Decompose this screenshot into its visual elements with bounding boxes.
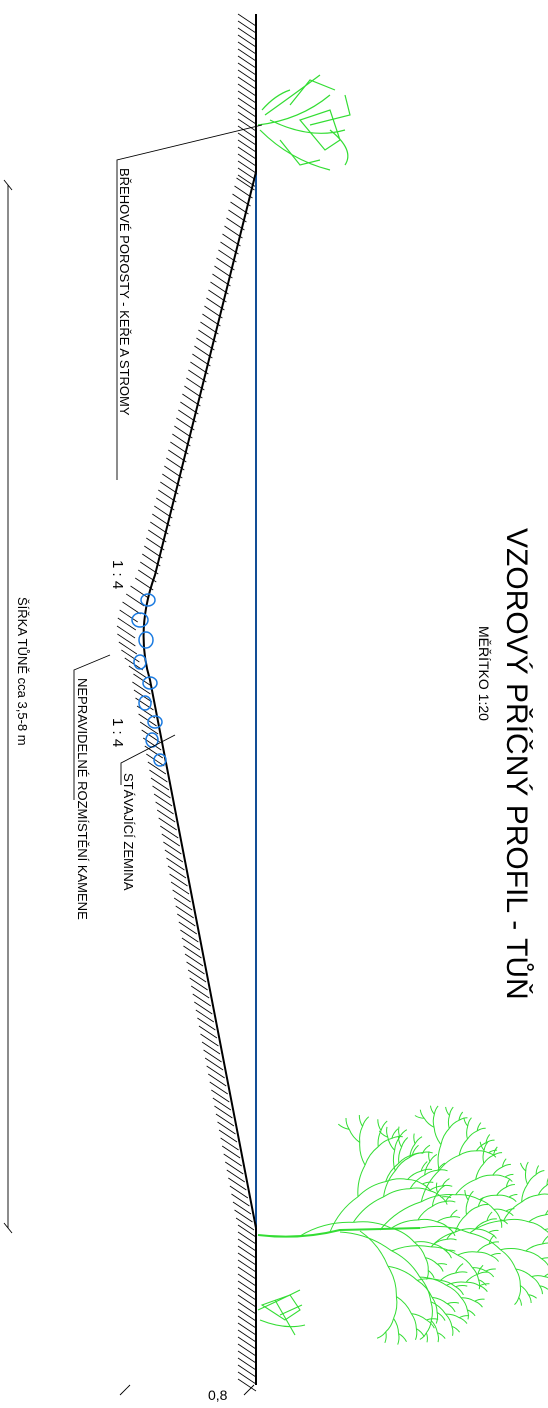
shrub-bottom <box>257 1289 306 1336</box>
stone <box>147 715 163 729</box>
shrub-top <box>257 74 351 171</box>
stone <box>138 631 154 649</box>
leader-lines <box>73 124 263 800</box>
vegetation-label: BŘEHOVÉ POROSTY - KEŘE A STROMY <box>117 168 132 416</box>
leader-stones <box>73 654 111 800</box>
ground-hatch <box>237 13 257 1392</box>
soil-label: STÁVAJÍCÍ ZEMINA <box>121 773 136 891</box>
width-label: ŠÍŘKA TŮNĚ cca 3,5-8 m <box>15 597 30 746</box>
stone <box>153 753 167 767</box>
stone <box>138 695 152 711</box>
depth-label: 0,8 <box>208 1387 228 1403</box>
title: VZOROVÝ PŘÍČNÝ PROFIL - TŮŇ <box>500 528 534 1000</box>
tree-bottom <box>257 1105 548 1345</box>
pond-profile-line <box>142 171 257 1229</box>
leader-soil <box>120 734 176 785</box>
stone <box>133 654 147 670</box>
scale-label: MĚŘÍTKO 1:20 <box>476 626 492 721</box>
stones-group <box>131 593 167 767</box>
stone <box>131 612 149 628</box>
leader-vegetation <box>116 124 263 480</box>
stone <box>140 593 156 607</box>
ground-hatch-slope <box>116 177 255 1231</box>
width-dimension <box>3 179 255 1396</box>
stone <box>142 676 158 690</box>
slope-label-lower: 1 : 4 <box>109 718 126 747</box>
stones-label: NEPRAVIDELNÉ ROZMÍSTĚNÍ KAMENE <box>75 678 90 920</box>
slope-label-upper: 1 : 4 <box>109 560 126 589</box>
